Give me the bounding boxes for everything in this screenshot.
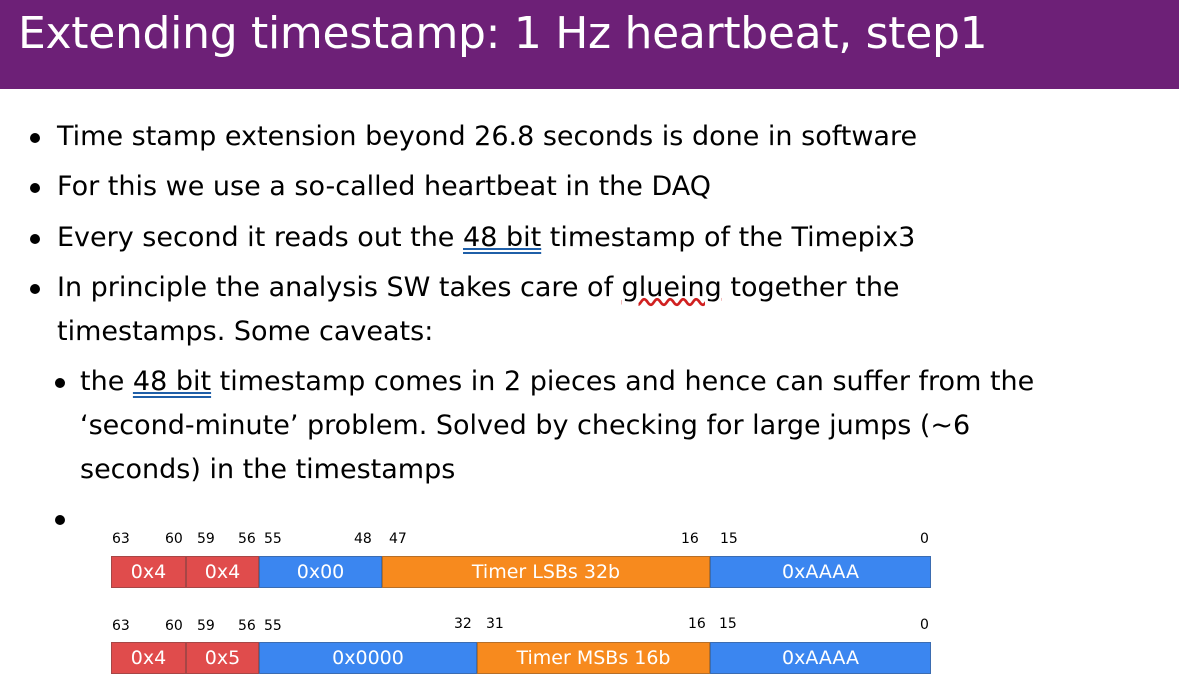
bullet-text-post: timestamp of the Timepix3: [541, 222, 916, 253]
bullet-dot-icon: [30, 183, 40, 193]
bit-label: 59: [197, 531, 215, 547]
sub-bullet-item: the 48 bit timestamp comes in 2 pieces a…: [55, 360, 1035, 492]
bullet-text-continued: timestamps. Some caveats:: [57, 316, 434, 347]
field-timer-msbs: Timer MSBs 16b: [477, 642, 710, 674]
bit-label: 31: [486, 616, 504, 632]
bullet-dot-icon: [30, 234, 40, 244]
sub-bullet-text-line3: seconds) in the timestamps: [80, 454, 456, 485]
bullet-text: For this we use a so-called heartbeat in…: [57, 171, 712, 202]
bullet-text: Time stamp extension beyond 26.8 seconds…: [57, 121, 918, 152]
bit-label: 0: [920, 531, 929, 547]
bit-label: 16: [681, 531, 699, 547]
bit-label: 55: [264, 531, 282, 547]
sub-bullet-text-line2: ‘second-minute’ problem. Solved by check…: [80, 410, 971, 441]
bit-label: 48: [354, 531, 372, 547]
bit-label: 60: [165, 531, 183, 547]
field-trailer: 0xAAAA: [710, 556, 931, 588]
field-header-b: 0x4: [186, 556, 259, 588]
title-bar: Extending timestamp: 1 Hz heartbeat, ste…: [0, 0, 1179, 89]
bullet-dot-icon: [30, 133, 40, 143]
sub-bullet-text-pre: the: [80, 366, 133, 397]
bit-label: 47: [389, 531, 407, 547]
bullet-item: Time stamp extension beyond 26.8 seconds…: [30, 115, 918, 159]
bit-label: 15: [720, 531, 738, 547]
bit-label: 32: [454, 616, 472, 632]
bullet-text-pre: Every second it reads out the: [57, 222, 464, 253]
bullet-item: Every second it reads out the 48 bit tim…: [30, 216, 916, 260]
bit-label: 56: [238, 618, 256, 634]
bullet-dot-icon: [55, 378, 65, 388]
bit-label: 55: [264, 618, 282, 634]
field-fixed-word: 0x0000: [259, 642, 477, 674]
sub-bullet-text-post: timestamp comes in 2 pieces and hence ca…: [211, 366, 1035, 397]
bit-label: 59: [197, 618, 215, 634]
field-fixed-byte: 0x00: [259, 556, 382, 588]
field-header-b: 0x5: [186, 642, 259, 674]
bit-label: 16: [688, 616, 706, 632]
field-trailer: 0xAAAA: [710, 642, 931, 674]
bullet-item: In principle the analysis SW takes care …: [30, 266, 900, 354]
bullet-dot-icon: [30, 284, 40, 294]
hyperlink-48-bit[interactable]: 48 bit: [132, 366, 212, 397]
bit-label: 0: [920, 617, 929, 633]
slide-title: Extending timestamp: 1 Hz heartbeat, ste…: [18, 8, 988, 59]
bullet-text-pre: In principle the analysis SW takes care …: [57, 272, 622, 303]
field-header-a: 0x4: [111, 642, 186, 674]
bit-label: 63: [112, 618, 130, 634]
field-timer-lsbs: Timer LSBs 32b: [382, 556, 710, 588]
bullet-text-post: together the: [721, 272, 900, 303]
hyperlink-48-bit[interactable]: 48 bit: [463, 222, 542, 253]
field-header-a: 0x4: [111, 556, 186, 588]
bit-label: 60: [165, 618, 183, 634]
misspelled-word: glueing: [621, 272, 722, 303]
bit-label: 56: [238, 531, 256, 547]
bit-label: 63: [112, 531, 130, 547]
bit-label: 15: [719, 616, 737, 632]
bullet-item: For this we use a so-called heartbeat in…: [30, 165, 712, 209]
bullet-dot-icon: [55, 515, 65, 525]
